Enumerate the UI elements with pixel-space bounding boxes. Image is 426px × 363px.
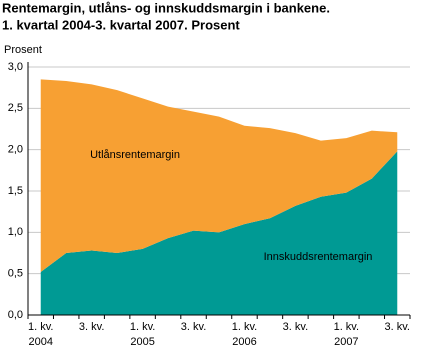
x-tick-label: 3. kv.	[181, 321, 206, 333]
x-tick-label: 2006	[232, 336, 256, 348]
x-tick-label: 2005	[130, 336, 154, 348]
y-tick-label: 0,5	[8, 268, 23, 280]
y-tick-label: 3,0	[8, 61, 23, 73]
y-axis-label: Prosent	[4, 44, 42, 56]
y-tick-label: 2,5	[8, 102, 23, 114]
x-tick-label: 3. kv.	[385, 321, 410, 333]
x-tick-label: 1. kv.	[334, 321, 359, 333]
y-tick-label: 2,0	[8, 144, 23, 156]
chart-title: Rentemargin, utlåns- og innskuddsmargin …	[2, 0, 330, 15]
x-tick-label: 3. kv.	[79, 321, 104, 333]
x-tick-label: 2004	[28, 336, 52, 348]
chart-subtitle: 1. kvartal 2004-3. kvartal 2007. Prosent	[2, 17, 240, 32]
x-tick-label: 1. kv.	[232, 321, 257, 333]
x-tick-label: 1. kv.	[28, 321, 53, 333]
area	[40, 79, 398, 273]
area	[40, 151, 398, 315]
x-tick-label: 2007	[334, 336, 358, 348]
x-tick-label: 1. kv.	[130, 321, 155, 333]
y-tick-label: 1,0	[8, 226, 23, 238]
series-label: Innskuddsrentemargin	[264, 251, 373, 263]
x-tick-label: 3. kv.	[283, 321, 308, 333]
y-tick-label: 1,5	[8, 185, 23, 197]
series-label: Utlånsrentemargin	[90, 149, 180, 161]
y-tick-label: 0,0	[8, 309, 23, 321]
